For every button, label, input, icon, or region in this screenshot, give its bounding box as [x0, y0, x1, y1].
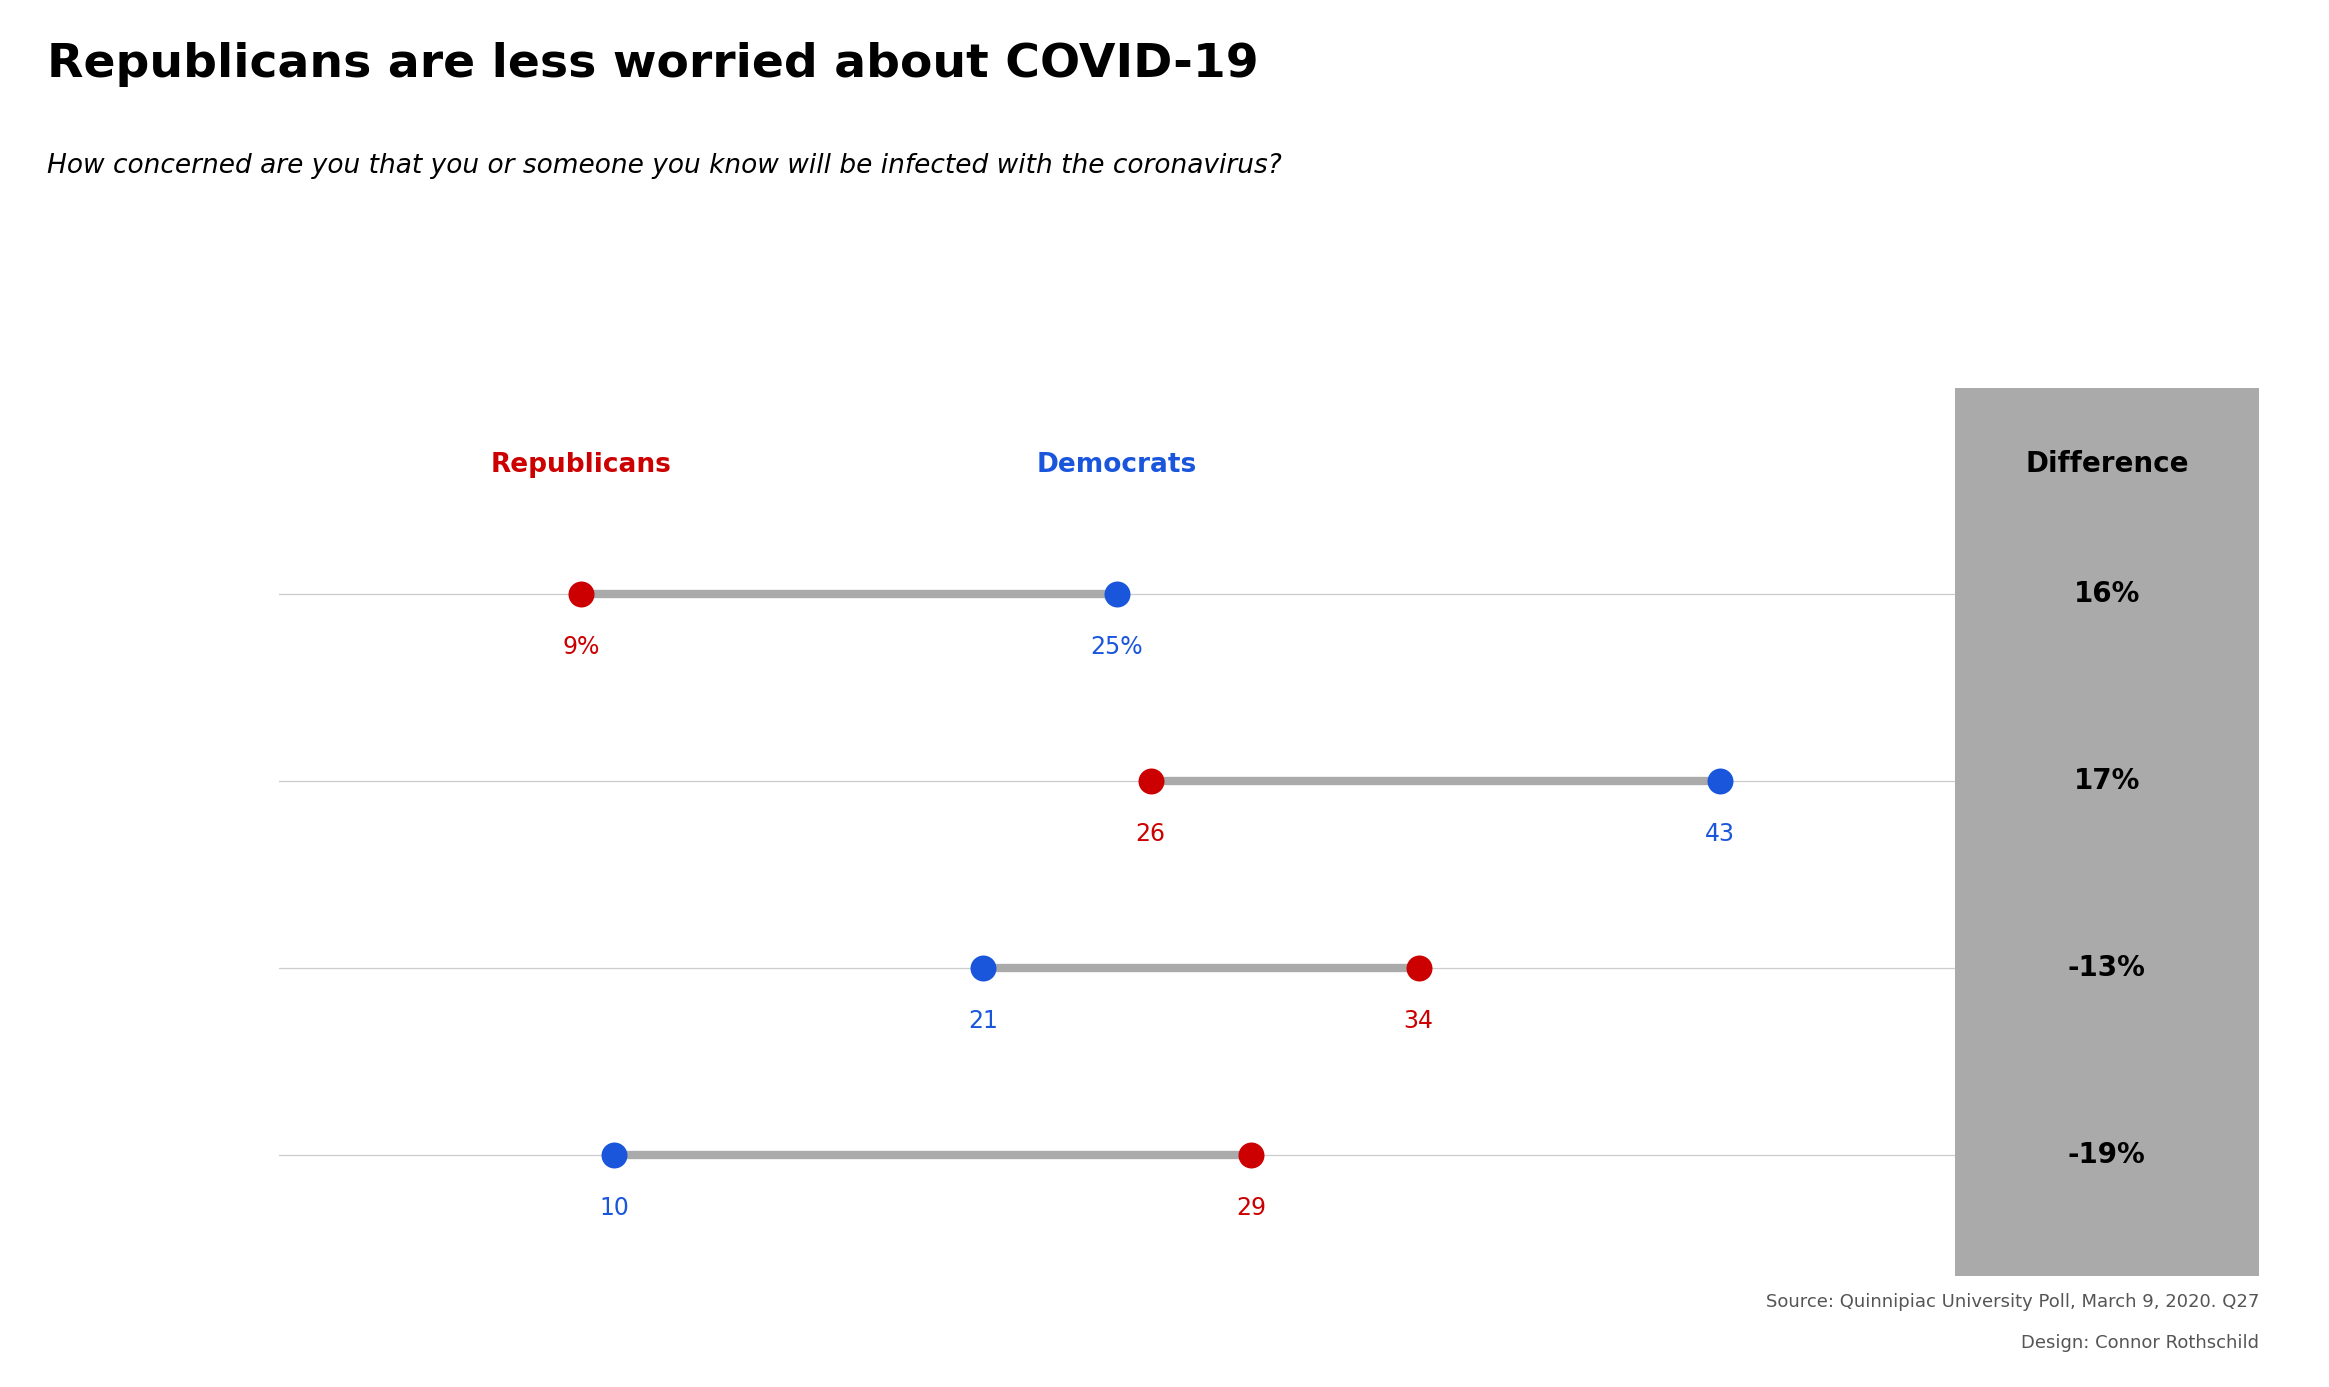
Point: [561, 583, 599, 605]
Text: 17%: 17%: [2073, 767, 2140, 795]
Point: [1099, 583, 1137, 605]
Text: Republicans are less worried about COVID-19: Republicans are less worried about COVID…: [47, 42, 1258, 86]
Point: [964, 957, 1001, 979]
Text: Difference: Difference: [2026, 449, 2189, 479]
Point: [596, 1143, 633, 1165]
Text: 26: 26: [1137, 822, 1164, 846]
Text: 10: 10: [599, 1196, 629, 1219]
Text: 21: 21: [969, 1008, 997, 1033]
Point: [1232, 1143, 1269, 1165]
Text: 16%: 16%: [2073, 580, 2140, 608]
Point: [1400, 957, 1437, 979]
Text: Design: Connor Rothschild: Design: Connor Rothschild: [2022, 1334, 2259, 1352]
Text: 9%: 9%: [561, 635, 599, 659]
Point: [1132, 770, 1169, 792]
Text: -13%: -13%: [2068, 954, 2145, 982]
Text: 29: 29: [1237, 1196, 1267, 1219]
Text: 34: 34: [1404, 1008, 1435, 1033]
Text: Republicans: Republicans: [491, 452, 671, 479]
Text: 25%: 25%: [1090, 635, 1144, 659]
Point: [1702, 770, 1740, 792]
Text: Democrats: Democrats: [1036, 452, 1197, 479]
Text: How concerned are you that you or someone you know will be infected with the cor: How concerned are you that you or someon…: [47, 153, 1281, 179]
Text: Source: Quinnipiac University Poll, March 9, 2020. Q27: Source: Quinnipiac University Poll, Marc…: [1765, 1293, 2259, 1311]
Text: 43: 43: [1705, 822, 1735, 846]
Text: -19%: -19%: [2068, 1140, 2145, 1169]
